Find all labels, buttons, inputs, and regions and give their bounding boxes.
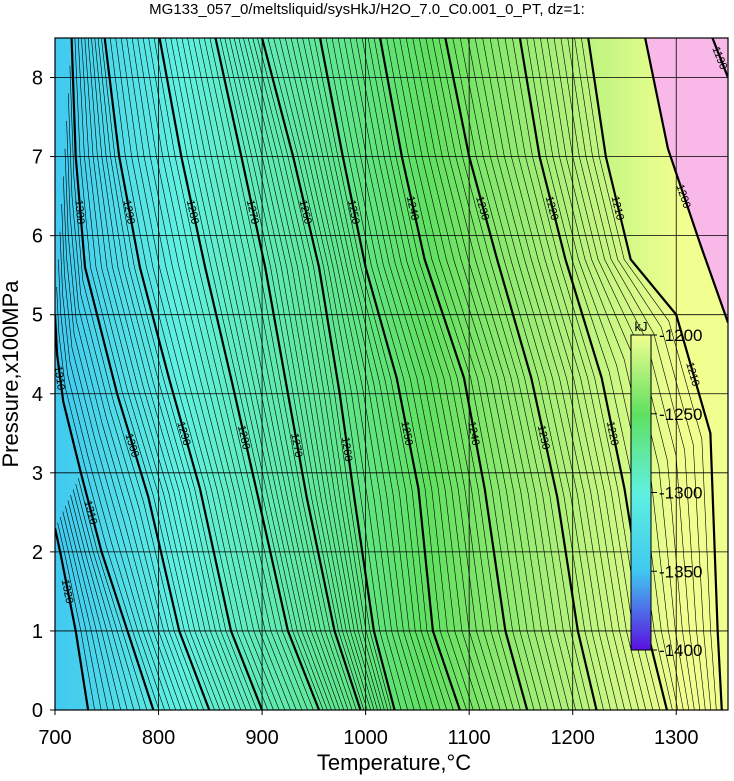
x-tick-label: 1300 [654,727,699,749]
contour-line [318,38,461,710]
contour-line [55,527,90,710]
overlay: 700 800 900 1000 1100 1200 1300 0 1 2 3 4 5 6 7 8 kJ -120… [32,37,729,749]
x-tick-label: 1000 [343,727,388,749]
y-tick-label: 3 [32,463,43,485]
contour-label: 1240 [465,420,481,446]
colorbar-tick-label: -1200 [659,326,702,345]
above-range-region [645,38,728,323]
colorbar-tick-label: -1300 [659,484,702,503]
colorbar-label: kJ [635,319,648,334]
plot-background [55,38,728,710]
contour-label: 1280 [184,199,201,225]
minor-contour [65,505,115,710]
y-tick-label: 5 [32,305,43,327]
contour-line [261,38,396,710]
contour-label: 1300 [72,199,86,224]
minor-contour [57,522,95,710]
contour-line [644,38,728,323]
contour-label: 1270 [244,199,261,225]
colorbar [630,334,652,651]
minor-contour [70,494,128,710]
contour-label: 1220 [604,420,621,446]
minor-contour [59,517,102,710]
contour-label: 1270 [288,432,304,458]
minor-contour [78,478,148,710]
contour-label: 1290 [120,199,136,225]
contour-label: 1220 [543,195,561,222]
contour-line [103,38,264,710]
minor-contour [67,500,122,710]
colorbar-tick-label: -1250 [659,405,702,424]
contour-line [214,38,362,710]
y-axis-label: Pressure,x100MPa [0,280,23,468]
minor-contour [72,489,135,710]
contour-label: 1210 [609,195,626,222]
minor-contour [75,483,141,710]
y-tick-label: 4 [32,384,43,406]
contour-line [158,38,321,710]
contour-label: 1240 [404,195,421,222]
chart-title: MG133_057_0/meltsliquid/sysHkJ/H2O_7.0_C… [149,1,585,18]
contour-label: 1250 [345,199,362,225]
contour-label: 1260 [339,436,354,462]
x-tick-label: 1200 [550,727,595,749]
contour-line [70,38,211,710]
contour-label: 1320 [59,578,75,604]
colorbar-tick-label: -1350 [659,562,702,581]
contour-label: 1230 [535,424,552,450]
x-axis-label: Temperature,°C [317,750,471,775]
contour-label: 1310 [52,365,67,391]
contour-line [55,314,155,710]
y-tick-label: 0 [32,700,43,722]
contour-line [711,38,728,78]
y-tick-label: 6 [32,226,43,248]
contour-line [587,38,723,710]
y-tick-label: 1 [32,621,43,643]
plot-frame [54,37,729,711]
x-tick-label: 800 [142,727,175,749]
contour-line [379,38,529,710]
y-tick-label: 8 [32,68,43,90]
x-tick-label: 900 [245,727,278,749]
colorbar-tick-label: -1400 [659,641,702,660]
x-tick-label: 1100 [448,727,491,749]
contour-line [444,38,598,710]
contour-label: 1250 [398,420,414,446]
y-tick-label: 2 [32,542,43,564]
y-tick-label: 7 [32,147,43,169]
minor-contour [62,511,108,710]
contour-label: 1280 [235,424,252,451]
contour-label: 1260 [296,199,313,226]
x-tick-label: 700 [38,727,71,749]
